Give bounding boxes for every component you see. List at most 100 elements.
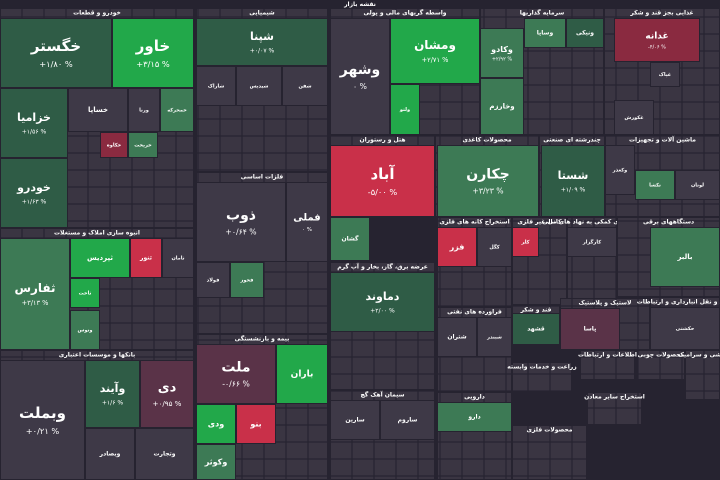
stock-symbol: ثامان [172,256,185,262]
stock-tile[interactable] [437,145,539,217]
stock-tile[interactable] [196,344,276,404]
stock-tile[interactable] [100,132,128,158]
sector-title: غذایی بجز قند و شکر [629,10,693,17]
stock-tile[interactable] [675,170,720,200]
sector [512,425,587,480]
stock-symbol: سارین [345,417,364,424]
stock-symbol: وکوثر [204,458,228,467]
stock-tile[interactable] [541,145,605,217]
stock-tile[interactable] [380,400,435,440]
stock-tile[interactable] [130,238,162,278]
stock-symbol: ساروم [398,417,418,424]
stock-tile[interactable] [560,308,620,350]
stock-tile[interactable] [437,402,512,432]
stock-tile[interactable] [236,404,276,444]
stock-tile[interactable] [650,307,720,350]
stock-change: -۰/۶۶ % [222,380,250,389]
stock-symbol: خودرو [16,181,51,194]
sector-title: قند و شکر [520,307,552,314]
stock-change: +۲/۹۲ % [492,57,513,63]
stock-tile[interactable] [330,145,435,217]
stock-tile[interactable] [196,404,236,444]
stock-tile[interactable] [70,278,100,308]
stock-tile[interactable] [390,18,480,84]
stock-symbol: ثفارس [14,281,55,295]
stock-symbol: آباد [370,165,395,183]
stock-tile[interactable] [0,18,112,88]
stock-symbol: ثپردیس [87,254,113,262]
stock-tile[interactable] [282,66,328,106]
stock-tile[interactable] [650,227,720,287]
stock-change: +۰/۶۴ % [225,228,256,237]
sector-title: دستگاههای برقی [643,218,694,226]
stock-tile[interactable] [605,145,635,195]
stock-symbol: وبملت [19,404,66,422]
stock-tile[interactable] [0,88,68,158]
stock-tile[interactable] [0,360,85,480]
stock-tile[interactable] [390,84,420,135]
stock-tile[interactable] [480,78,524,135]
stock-symbol: شپدیس [250,84,269,90]
stock-tile[interactable] [437,317,477,357]
sector-title: خودرو و قطعات [73,10,121,17]
stock-tile[interactable] [614,100,654,135]
stock-symbol: خاور [135,37,170,55]
stock-tile[interactable] [566,18,604,48]
stock-tile[interactable] [85,428,135,480]
stock-tile[interactable] [524,18,566,48]
sector-title: کاشی و سرامیک [678,352,720,359]
stock-symbol: ولتو [399,107,410,113]
stock-symbol: شبندر [486,335,502,341]
stock-tile[interactable] [650,62,680,87]
stock-tile[interactable] [477,317,512,357]
stock-tile[interactable] [230,262,264,298]
stock-tile[interactable] [477,227,512,267]
stock-tile[interactable] [330,217,370,261]
stock-tile[interactable] [276,344,328,404]
stock-tile[interactable] [512,227,539,257]
sector-title: هتل و رستوران [359,137,405,144]
sector-title: لاستیک و پلاستیک [578,300,631,307]
stock-tile[interactable] [112,18,194,88]
stock-tile[interactable] [567,227,617,257]
stock-tile[interactable] [635,170,675,200]
stock-tile[interactable] [70,238,130,278]
stock-tile[interactable] [128,88,160,132]
stock-tile[interactable] [614,18,700,62]
stock-tile[interactable] [196,18,328,66]
stock-tile[interactable] [236,66,282,106]
stock-symbol: ومشان [414,38,456,53]
stock-tile[interactable] [140,360,194,428]
sector-title: زراعت و خدمات وابسته [507,364,577,371]
stock-symbol: کارگزار [582,239,601,246]
sector-title: حمل و نقل انبارداری و ارتباطات [637,299,720,306]
stock-tile[interactable] [196,262,230,298]
stock-tile[interactable] [160,88,194,132]
stock-change: -۴/۰۶ % [648,44,666,50]
stock-symbol: قشهد [527,326,545,333]
sector-title: اطلاعات و ارتباطات [578,352,637,359]
stock-tile[interactable] [330,272,435,332]
stock-tile[interactable] [128,132,158,158]
stock-tile[interactable] [85,360,140,428]
stock-tile[interactable] [330,400,380,440]
stock-tile[interactable] [196,66,236,106]
stock-tile[interactable] [196,444,236,480]
stock-tile[interactable] [68,88,128,132]
sector-title: محصولات فلزی [527,427,573,434]
stock-tile[interactable] [70,310,100,350]
stock-tile[interactable] [480,28,524,78]
stock-tile[interactable] [330,18,390,135]
sector [512,362,572,392]
stock-tile[interactable] [0,158,68,228]
stock-tile[interactable] [286,182,328,262]
stock-tile[interactable] [162,238,194,278]
stock-symbol: ثنور [139,255,152,262]
stock-tile[interactable] [0,238,70,350]
stock-tile[interactable] [196,182,286,262]
stock-tile[interactable] [135,428,194,480]
stock-symbol: وساپا [537,30,554,37]
stock-tile[interactable] [437,227,477,267]
stock-tile[interactable] [512,313,560,345]
